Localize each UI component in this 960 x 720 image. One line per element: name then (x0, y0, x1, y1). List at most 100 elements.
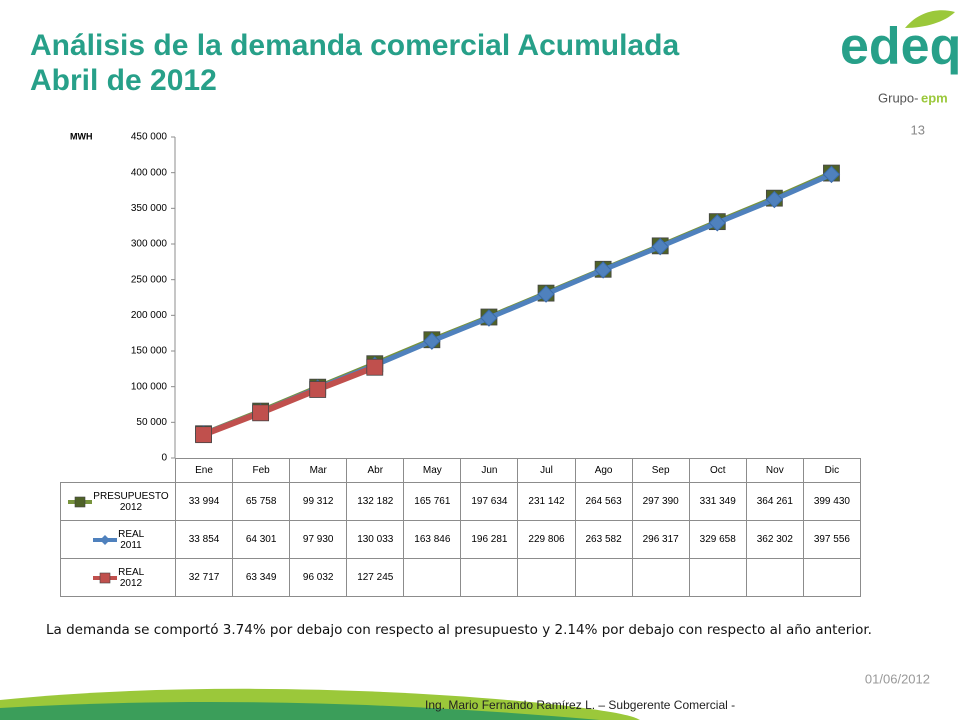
value-label: 165 761 (403, 482, 462, 521)
value-label: 329 658 (688, 520, 747, 559)
corner (60, 458, 176, 483)
y-tick-label: 300 000 (131, 239, 168, 250)
marker (309, 381, 327, 398)
legend-label: REAL 2011 (118, 528, 145, 551)
marker (480, 309, 498, 327)
value-label: 163 846 (403, 520, 462, 559)
value-label: 127 245 (346, 558, 405, 597)
value-label (688, 558, 747, 597)
date: 01/06/2012 (865, 671, 930, 686)
series-row: PRESUPUESTO 2012 33 994 65 758 99 312 132 18… (60, 482, 861, 521)
value-label: 32 717 (174, 558, 234, 597)
y-tick-label: 200 000 (131, 310, 168, 321)
value-label: 65 758 (232, 482, 291, 521)
legend-label: REAL 2012 (118, 566, 145, 589)
marker (708, 214, 726, 232)
value-label: 197 634 (460, 482, 519, 521)
series-row: REAL 2012 32 717 63 349 96 032 127 245 (60, 558, 861, 597)
legend-cell: REAL 2011 (60, 520, 176, 559)
value-label: 399 430 (802, 482, 861, 521)
x-tick-label: Abr (346, 458, 405, 483)
x-tick-label: Dic (802, 458, 861, 483)
value-label (403, 558, 462, 597)
legend-cell: PRESUPUESTO 2012 (60, 482, 176, 521)
legend-key (93, 534, 118, 545)
marker (423, 332, 441, 350)
x-tick-label: May (403, 458, 462, 483)
value-label (745, 558, 804, 597)
value-label: 132 182 (346, 482, 405, 521)
value-label: 196 281 (460, 520, 519, 559)
header-row: Ene Feb Mar Abr May Jun Jul Ago Sep Oct Nov Dic (60, 458, 861, 483)
legend-label: PRESUPUESTO 2012 (93, 490, 169, 513)
legend-marker (99, 572, 111, 583)
value-label: 362 302 (745, 520, 804, 559)
y-tick-label: 150 000 (131, 346, 168, 357)
marker (822, 165, 841, 184)
marker (252, 404, 270, 422)
y-axis-label: MWH (70, 131, 93, 141)
author: Ing. Mario Fernando Ramírez L. – Subgere… (425, 698, 735, 712)
series-line (202, 364, 376, 438)
value-label (460, 558, 519, 597)
value-label: 33 994 (174, 482, 234, 521)
y-tick-label: 400 000 (131, 167, 168, 178)
x-tick-label: Jun (460, 458, 519, 483)
logo-leaf (905, 10, 955, 28)
x-tick-label: Mar (289, 458, 348, 483)
legend-marker (100, 534, 111, 545)
x-tick-label: Nov (745, 458, 804, 483)
y-tick-label: 50 000 (136, 417, 167, 428)
y-tick-label: 250 000 (131, 274, 168, 285)
value-label: 364 261 (745, 482, 804, 521)
value-label (574, 558, 633, 597)
series-row: REAL 2011 33 854 64 301 97 930 130 033 163 84… (60, 520, 861, 559)
legend-cell: REAL 2012 (60, 558, 176, 597)
y-tick-label: 450 000 (131, 132, 168, 143)
value-label: 33 854 (174, 520, 234, 559)
legend-key (68, 496, 93, 507)
logo-epm: epm (921, 90, 948, 105)
legend-marker (74, 496, 86, 507)
y-tick-label: 350 000 (131, 203, 168, 214)
value-label: 263 582 (574, 520, 633, 559)
value-label: 331 349 (688, 482, 747, 521)
x-tick-label: Jul (517, 458, 576, 483)
value-label: 130 033 (346, 520, 405, 559)
y-tick-label: 0 (161, 453, 167, 464)
x-tick-label: Ago (574, 458, 633, 483)
marker (537, 285, 555, 303)
title: Análisis de la demanda comercial Acumula… (30, 29, 679, 62)
value-label: 96 032 (289, 558, 348, 597)
value-label: 297 390 (631, 482, 690, 521)
value-label (517, 558, 576, 597)
x-tick-label: Sep (631, 458, 690, 483)
marker (195, 426, 212, 444)
value-label (802, 558, 861, 597)
logo-group: Grupo- (878, 90, 918, 105)
logo: edeq (840, 18, 960, 76)
value-label: 229 806 (517, 520, 576, 559)
value-label: 99 312 (289, 482, 348, 521)
value-label: 296 317 (631, 520, 690, 559)
x-tick-label: Ene (174, 458, 234, 483)
marker (594, 261, 612, 279)
x-tick-label: Feb (232, 458, 291, 483)
slide-number: 13 (911, 122, 925, 137)
value-label: 64 301 (232, 520, 291, 559)
value-label: 397 556 (802, 520, 861, 559)
marker (651, 237, 669, 256)
value-label: 97 930 (289, 520, 348, 559)
value-label: 231 142 (517, 482, 576, 521)
footer-swoosh (0, 701, 600, 720)
marker (765, 190, 784, 209)
y-tick-label: 100 000 (131, 381, 168, 392)
data-table: Ene Feb Mar Abr May Jun Jul Ago Sep Oct Nov Dic PRES… (60, 458, 861, 597)
value-label: 63 349 (232, 558, 291, 597)
x-tick-label: Oct (688, 458, 747, 483)
note: La demanda se comportó 3.74% por debajo … (46, 622, 872, 638)
legend-key (93, 572, 118, 583)
value-label (631, 558, 690, 597)
